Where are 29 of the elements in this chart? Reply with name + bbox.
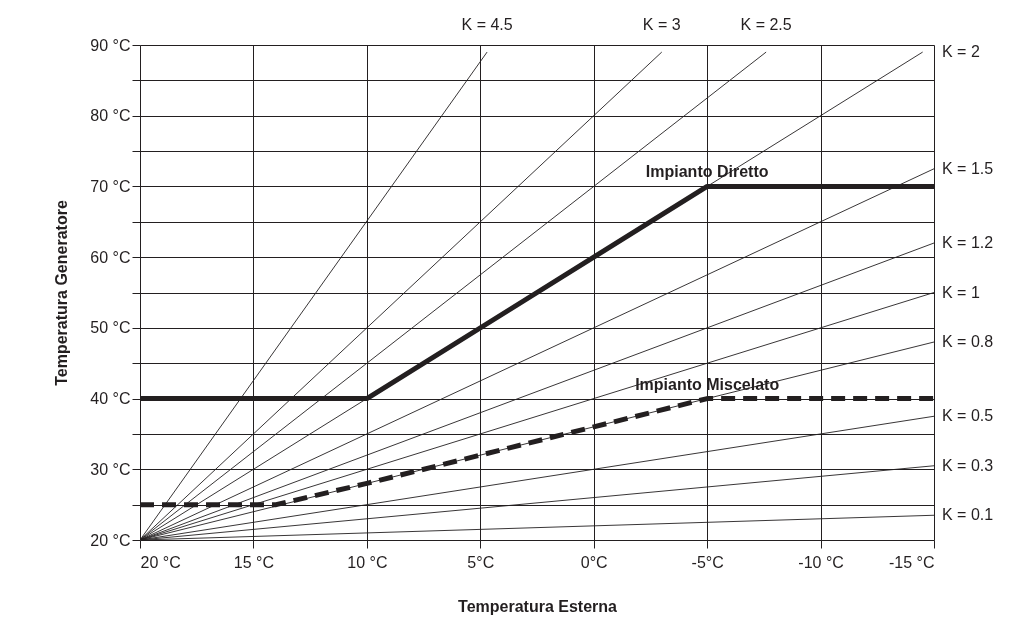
- series-label: K = 1: [942, 283, 980, 301]
- series-label: K = 0.1: [942, 506, 994, 524]
- series-label: K = 0.8: [942, 333, 994, 350]
- x-axis-title: Temperatura Esterna: [458, 597, 618, 615]
- series-label: K = 1.5: [942, 159, 994, 177]
- y-tick-label: 80 °C: [90, 107, 131, 125]
- series-label: K = 0.5: [942, 407, 994, 425]
- x-tick-label: -10 °C: [798, 553, 844, 571]
- y-axis-title: Temperatura Generatore: [53, 200, 71, 386]
- y-tick-label: 30 °C: [90, 460, 131, 478]
- x-tick-label: 10 °C: [347, 553, 388, 571]
- series-label: K = 0.3: [942, 456, 994, 474]
- x-tick-label: -5°C: [691, 553, 724, 571]
- x-tick-label: 0°C: [580, 553, 608, 571]
- y-tick-label: 70 °C: [90, 177, 131, 195]
- series-label: K = 1.2: [942, 234, 994, 251]
- series-label: K = 2: [942, 43, 980, 61]
- x-tick-label: 15 °C: [233, 553, 275, 571]
- x-tick-label: 5°C: [467, 553, 495, 571]
- x-tick-label: -15 °C: [888, 553, 935, 571]
- x-tick-label: 20 °C: [140, 553, 181, 571]
- series-label: K = 2.5: [740, 16, 792, 33]
- y-tick-label: 60 °C: [90, 248, 131, 266]
- y-tick-label: 40 °C: [90, 390, 131, 408]
- y-tick-label: 90 °C: [90, 36, 131, 54]
- series-label: K = 4.5: [461, 16, 513, 33]
- y-tick-label: 50 °C: [90, 319, 131, 337]
- y-tick-label: 20 °C: [90, 531, 131, 549]
- series-label: K = 3: [642, 16, 681, 33]
